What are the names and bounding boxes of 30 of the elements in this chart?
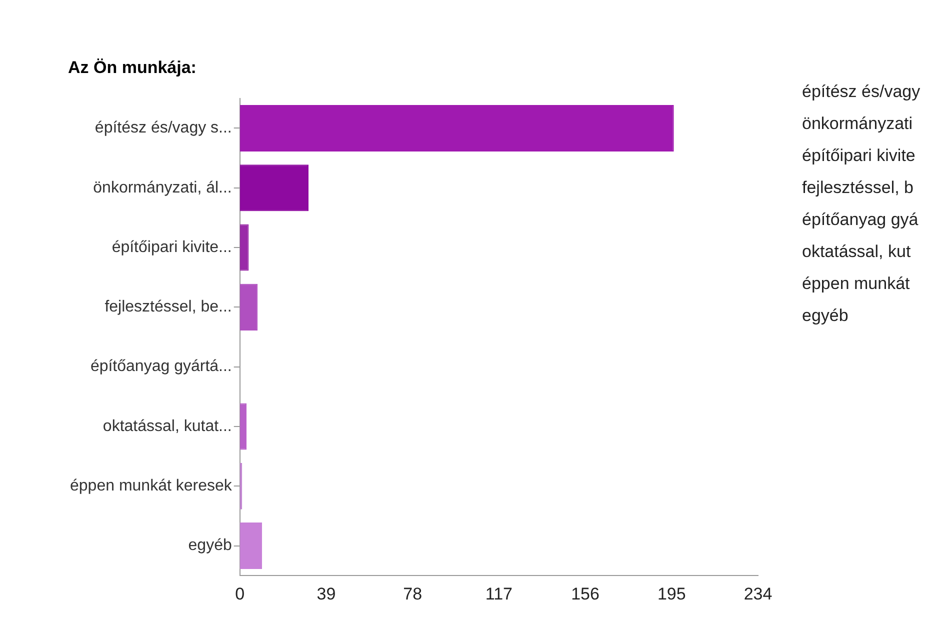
x-tick-label: 156 xyxy=(571,584,600,604)
x-tick-label: 78 xyxy=(403,584,422,604)
y-tick-label: építész és/vagy s... xyxy=(94,120,232,137)
bar xyxy=(240,104,674,152)
x-tick-label: 195 xyxy=(657,584,686,604)
text: egyéb xyxy=(802,306,850,327)
y-tick-label: egyéb xyxy=(188,537,232,554)
bar xyxy=(240,284,258,330)
bar xyxy=(240,403,247,450)
y-tick-label: önkormányzati, ál... xyxy=(93,179,232,196)
text: építőanyag gyá xyxy=(802,210,920,231)
x-tick-label: 0 xyxy=(235,584,245,604)
text: éppen munkát xyxy=(802,274,911,295)
text: fejlesztéssel, b xyxy=(802,178,914,199)
y-tick-label: fejlesztéssel, be... xyxy=(104,298,232,316)
bar xyxy=(240,224,249,271)
y-tick-label: építőanyag gyártá... xyxy=(90,358,232,376)
x-tick-label: 39 xyxy=(316,584,336,604)
chart-title: Az Ön munkája: xyxy=(68,58,196,77)
text: építész és/vagy xyxy=(802,82,920,103)
bar xyxy=(240,522,262,570)
y-tick-label: építőipari kivite... xyxy=(112,238,232,256)
bar xyxy=(240,164,309,212)
y-tick-label: éppen munkát keresek xyxy=(70,478,233,495)
x-tick-label: 234 xyxy=(744,584,772,604)
y-tick-label: oktatással, kutat... xyxy=(102,418,232,435)
x-tick-label: 117 xyxy=(485,584,512,604)
text: önkormányzati xyxy=(802,114,914,135)
text: építőipari kivite xyxy=(802,146,916,167)
text: oktatással, kut xyxy=(802,242,912,263)
